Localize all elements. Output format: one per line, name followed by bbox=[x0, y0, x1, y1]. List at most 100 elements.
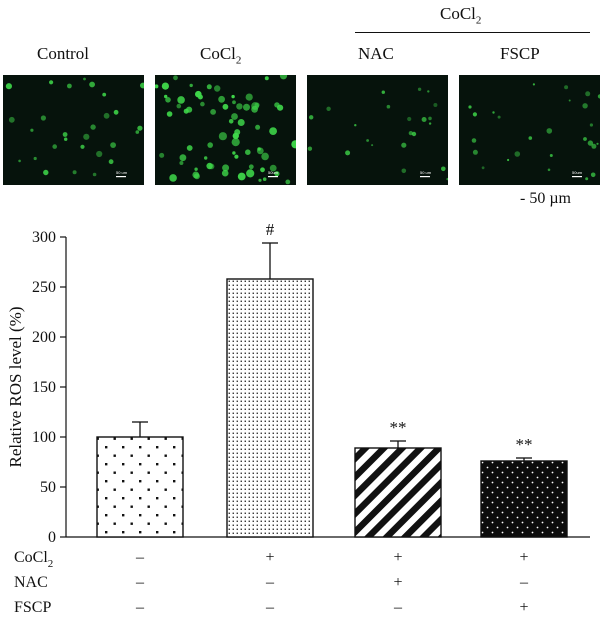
cell-spot bbox=[507, 158, 510, 162]
y-tick-label: 250 bbox=[32, 279, 56, 296]
cell-spot bbox=[218, 132, 227, 141]
cell-spot bbox=[207, 142, 213, 148]
cell-spot bbox=[279, 75, 288, 80]
significance-marker: ** bbox=[390, 418, 407, 437]
cell-spot bbox=[80, 144, 85, 149]
cell-spot bbox=[258, 178, 262, 182]
y-tick-label: 200 bbox=[32, 329, 56, 346]
treatment-sign: – bbox=[519, 574, 529, 591]
micrograph-cocl2: 50um bbox=[155, 75, 296, 185]
cell-spot bbox=[269, 127, 277, 135]
scale-bar-legend: - 50 µm bbox=[520, 190, 571, 207]
cell-spot bbox=[528, 136, 533, 140]
micrograph-scale-bar bbox=[572, 176, 582, 178]
cell-spot bbox=[222, 103, 229, 110]
cell-spot bbox=[49, 80, 54, 85]
significance-marker: ** bbox=[516, 435, 533, 454]
cell-spot bbox=[192, 171, 200, 179]
cell-spot bbox=[345, 150, 351, 156]
cell-spot bbox=[428, 122, 432, 125]
cell-spot bbox=[481, 166, 485, 170]
cell-spot bbox=[468, 105, 472, 109]
micrograph-fscp: 50um bbox=[459, 75, 600, 185]
cell-spot bbox=[200, 101, 205, 107]
cell-spot bbox=[62, 132, 68, 137]
micrograph-background bbox=[459, 75, 600, 185]
bar-2 bbox=[226, 278, 314, 538]
cell-spot bbox=[532, 83, 535, 86]
cell-spot bbox=[386, 104, 391, 109]
cell-spot bbox=[186, 106, 193, 113]
micrograph-fscp-canvas: 50um bbox=[459, 75, 600, 185]
bar-4 bbox=[480, 460, 568, 538]
group-header-cocl2: CoCl2 bbox=[440, 4, 482, 27]
cell-spot bbox=[164, 94, 168, 99]
cell-spot bbox=[492, 111, 495, 114]
cell-spot bbox=[177, 96, 185, 104]
cell-spot bbox=[471, 138, 477, 143]
treatment-sign: – bbox=[265, 599, 275, 616]
cell-spot bbox=[43, 169, 49, 176]
cell-spot bbox=[243, 103, 250, 111]
cell-spot bbox=[251, 105, 258, 113]
cell-spot bbox=[155, 84, 159, 89]
cell-spot bbox=[291, 140, 296, 149]
cell-spot bbox=[472, 112, 477, 117]
y-tick-label: 300 bbox=[32, 229, 56, 246]
cell-spot bbox=[186, 145, 193, 151]
treatment-sign: + bbox=[393, 549, 402, 566]
cell-spot bbox=[140, 82, 144, 89]
cell-spot bbox=[564, 85, 569, 90]
cell-spot bbox=[583, 137, 587, 141]
treatment-sign: – bbox=[393, 599, 403, 616]
cell-spot bbox=[232, 100, 236, 105]
cell-spot bbox=[248, 164, 254, 170]
cell-spot bbox=[441, 166, 446, 172]
cell-spot bbox=[137, 125, 143, 131]
column-label-control: Control bbox=[37, 44, 89, 63]
cell-spot bbox=[83, 77, 86, 81]
cell-spot bbox=[274, 102, 280, 108]
cell-spot bbox=[110, 142, 116, 148]
cell-spot bbox=[231, 138, 240, 147]
cell-spot bbox=[421, 117, 427, 122]
cell-spot bbox=[427, 90, 430, 93]
cell-spot bbox=[590, 172, 596, 178]
micrograph-scale-text: 50 um bbox=[420, 170, 432, 175]
cell-spot bbox=[547, 168, 551, 172]
cell-spot bbox=[176, 103, 182, 109]
cell-spot bbox=[67, 83, 72, 89]
treatment-sign: + bbox=[265, 549, 274, 566]
cell-spot bbox=[237, 119, 245, 126]
treatment-sign: + bbox=[519, 599, 528, 616]
cell-spot bbox=[237, 172, 246, 181]
cell-spot bbox=[232, 151, 236, 155]
micrograph-background bbox=[3, 75, 144, 185]
cell-spot bbox=[381, 90, 385, 94]
cell-spot bbox=[411, 131, 417, 137]
cell-spot bbox=[417, 87, 422, 91]
cell-spot bbox=[587, 140, 594, 146]
cell-spot bbox=[245, 93, 253, 101]
y-tick-label: 50 bbox=[40, 479, 56, 496]
cell-spot bbox=[366, 139, 369, 142]
treatment-sign: – bbox=[265, 574, 275, 591]
cell-spot bbox=[246, 169, 255, 178]
cell-spot bbox=[260, 167, 265, 173]
cell-spot bbox=[40, 115, 47, 121]
cell-spot bbox=[179, 161, 184, 165]
cell-spot bbox=[285, 179, 291, 185]
micrograph-scale-bar bbox=[420, 176, 430, 178]
cell-spot bbox=[206, 84, 212, 90]
cell-spot bbox=[546, 128, 553, 134]
cell-spot bbox=[173, 75, 178, 81]
cell-spot bbox=[5, 83, 12, 90]
cell-spot bbox=[89, 81, 95, 88]
micrograph-control-canvas: 50 um bbox=[3, 75, 144, 185]
y-tick-label: 150 bbox=[32, 379, 56, 396]
cell-spot bbox=[64, 137, 68, 141]
cell-spot bbox=[165, 97, 171, 103]
ros-bar-chart: 0 50 100 150 200 250 300 Relative ROS level (%)… bbox=[6, 220, 590, 616]
cell-spot bbox=[108, 159, 114, 165]
cell-spot bbox=[262, 177, 267, 181]
